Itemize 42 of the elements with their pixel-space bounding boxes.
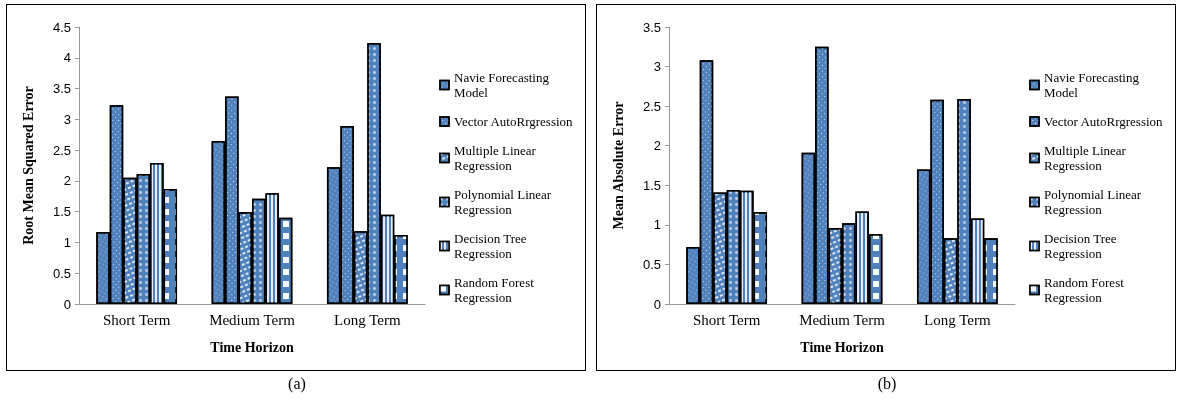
legend-label: Decision Tree Regression — [1044, 231, 1120, 261]
legend-label: Decision Tree Regression — [454, 231, 530, 261]
y-tick-label: 3 — [63, 111, 71, 127]
y-tick-label: 1.5 — [642, 177, 661, 193]
x-axis-title: Time Horizon — [210, 339, 294, 355]
y-axis-title: Root Mean Squared Error — [20, 86, 36, 245]
x-tick-label: Medium Term — [209, 311, 296, 328]
y-tick-label: 3.5 — [642, 19, 661, 35]
y-tick-label: 1.5 — [52, 204, 71, 220]
y-tick-label: 2.5 — [52, 142, 71, 158]
legend-label: Polynomial Linear Regression — [454, 187, 555, 217]
legend-label: Multiple Linear Regression — [454, 143, 540, 173]
y-tick-label: 3 — [653, 59, 661, 75]
y-tick-label: 2 — [63, 173, 71, 189]
legend-label: Navie Forecasting Model — [1044, 70, 1143, 100]
y-tick-label: 3.5 — [52, 81, 71, 97]
legend-label: Random Forest Regression — [1044, 275, 1128, 305]
y-tick-label: 4 — [63, 50, 71, 66]
x-tick-label: Medium Term — [799, 311, 886, 328]
y-tick-label: 4.5 — [52, 19, 71, 35]
legend-label: Polynomial Linear Regression — [1044, 187, 1145, 217]
legend-label: Multiple Linear Regression — [1044, 143, 1130, 173]
x-axis-title: Time Horizon — [800, 339, 884, 355]
x-tick-label: Short Term — [102, 311, 171, 328]
y-tick-label: 2.5 — [642, 98, 661, 114]
x-tick-label: Long Term — [924, 311, 991, 328]
y-tick-label: 0.5 — [52, 265, 71, 281]
y-tick-label: 1 — [653, 217, 661, 233]
text: (a) — [287, 375, 307, 393]
y-tick-label: 0 — [653, 296, 661, 312]
x-tick-label: Long Term — [334, 311, 401, 328]
legend-label: Navie Forecasting Model — [454, 70, 553, 100]
legend-label: Vector AutoRrgression — [1044, 114, 1164, 129]
y-tick-label: 0.5 — [642, 256, 661, 272]
y-tick-label: 0 — [63, 296, 71, 312]
text: (b) — [876, 375, 898, 393]
y-tick-label: 2 — [653, 138, 661, 154]
legend-label: Random Forest Regression — [454, 275, 538, 305]
legend-label: Vector AutoRrgression — [454, 114, 574, 129]
y-axis-title: Mean Absolute Error — [610, 101, 626, 230]
x-tick-label: Short Term — [692, 311, 761, 328]
y-tick-label: 1 — [63, 234, 71, 250]
